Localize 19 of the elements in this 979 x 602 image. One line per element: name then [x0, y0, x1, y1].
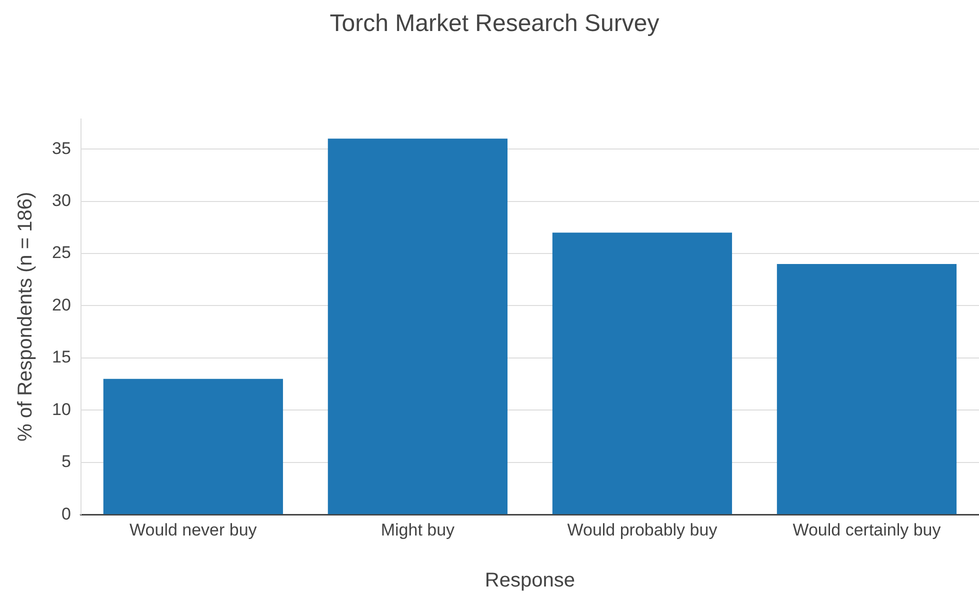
y-tick-label: 0 [61, 504, 71, 524]
bar [776, 264, 957, 514]
y-tick-label: 30 [52, 190, 71, 210]
y-tick-label: 20 [52, 295, 71, 314]
bar [328, 138, 508, 514]
x-axis-title: Response [484, 570, 575, 592]
y-tick-label: 35 [52, 138, 71, 158]
x-tick-label: Might buy [380, 520, 456, 540]
bar [552, 232, 732, 514]
x-tick-label: Would certainly buy [792, 520, 942, 540]
y-axis-title: % of Respondents (n = 186) [14, 192, 37, 442]
bar [103, 378, 283, 514]
chart-title: Torch Market Research Survey [330, 10, 660, 38]
x-tick-label: Would probably buy [567, 520, 718, 540]
y-tick-label: 15 [52, 348, 71, 367]
y-tick-label: 25 [52, 243, 71, 262]
y-tick-label: 5 [61, 452, 71, 472]
y-tick-label: 10 [52, 400, 71, 419]
x-tick-label: Would never buy [130, 520, 258, 540]
